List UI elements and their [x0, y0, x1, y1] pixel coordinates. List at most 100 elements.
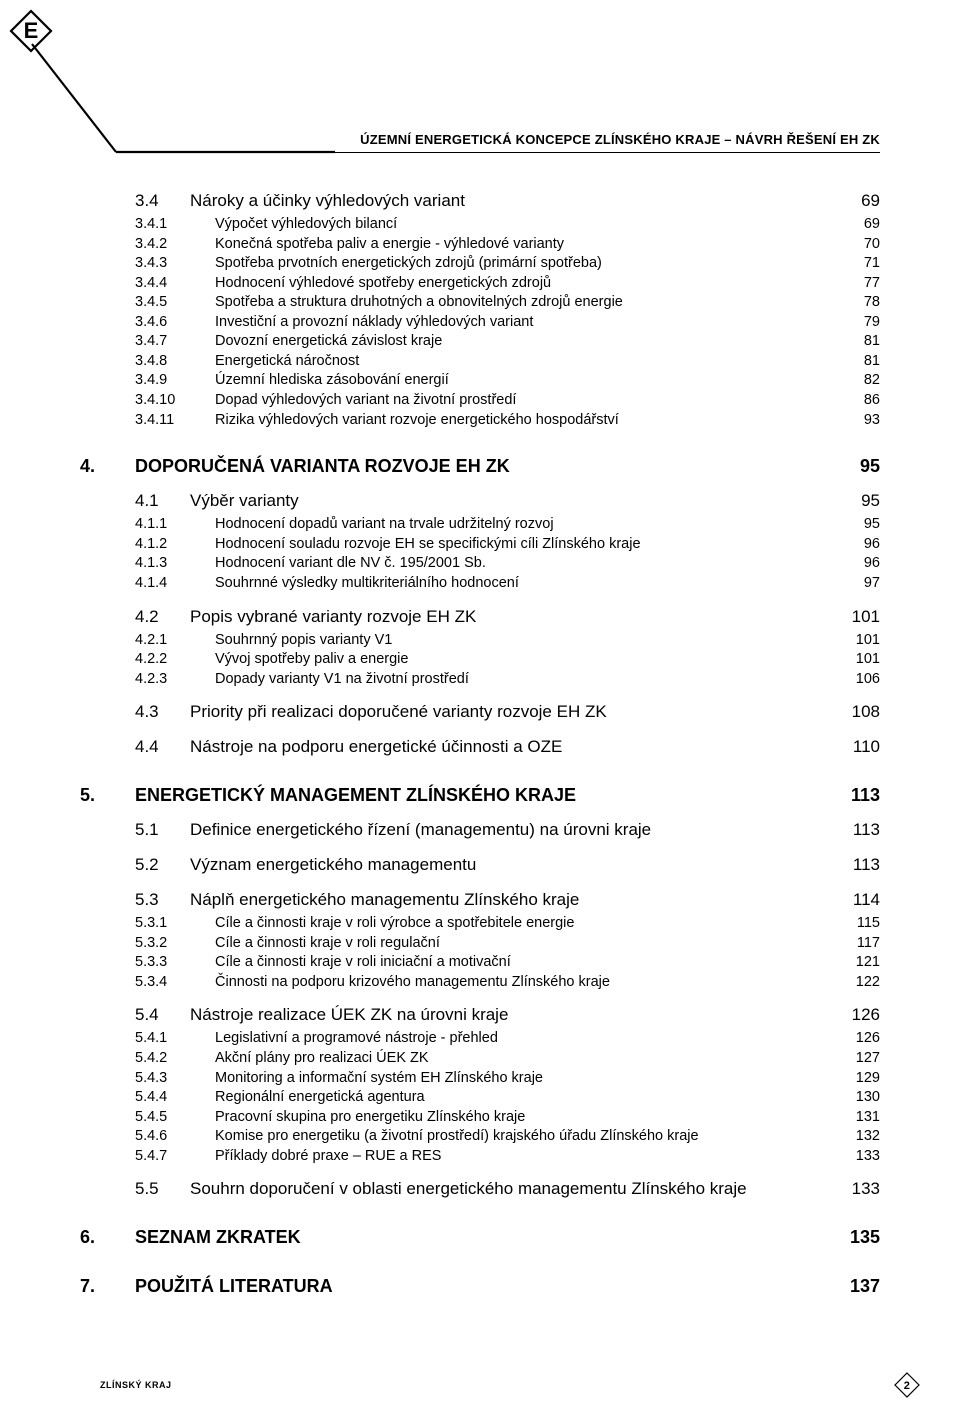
toc-title: SEZNAM ZKRATEK [135, 1225, 835, 1249]
toc-page: 69 [835, 215, 880, 235]
toc-number: 3.4.9 [135, 371, 215, 391]
toc-title: Vývoj spotřeby paliv a energie [215, 650, 835, 670]
toc-number: 5.3.1 [135, 914, 215, 934]
toc-title: Legislativní a programové nástroje - pře… [215, 1029, 835, 1049]
toc-title: Monitoring a informační systém EH Zlínsk… [215, 1069, 835, 1089]
toc-title: Investiční a provozní náklady výhledovýc… [215, 313, 835, 333]
toc-number: 5.2 [135, 854, 190, 877]
toc-number: 5.1 [135, 819, 190, 842]
toc-number: 3.4.1 [135, 215, 215, 235]
toc-number: 4.3 [135, 701, 190, 724]
toc-entry: 4.DOPORUČENÁ VARIANTA ROZVOJE EH ZK95 [80, 454, 880, 478]
toc-title: Hodnocení souladu rozvoje EH se specific… [215, 535, 835, 555]
toc-entry: 3.4.3Spotřeba prvotních energetických zd… [135, 254, 880, 274]
toc-entry: 3.4.2Konečná spotřeba paliv a energie - … [135, 235, 880, 255]
toc-entry: 4.4Nástroje na podporu energetické účinn… [135, 736, 880, 759]
toc-page: 70 [835, 235, 880, 255]
page-footer: ZLÍNSKÝ KRAJ 2 [100, 1372, 920, 1398]
toc-entry: 4.2Popis vybrané varianty rozvoje EH ZK1… [135, 606, 880, 629]
toc-number: 6. [80, 1225, 135, 1249]
toc-page: 137 [835, 1274, 880, 1298]
toc-title: Akční plány pro realizaci ÚEK ZK [215, 1049, 835, 1069]
toc-title: Činnosti na podporu krizového management… [215, 973, 835, 993]
toc-number: 5.3.4 [135, 973, 215, 993]
toc-page: 117 [835, 934, 880, 954]
toc-title: Význam energetického managementu [190, 854, 835, 877]
toc-entry: 5.3.2Cíle a činnosti kraje v roli regula… [135, 934, 880, 954]
toc-page: 126 [835, 1004, 880, 1027]
table-of-contents: 3.4Nároky a účinky výhledových variant69… [80, 0, 880, 1298]
footer-page-diamond: 2 [894, 1372, 920, 1398]
footer-left: ZLÍNSKÝ KRAJ [100, 1380, 172, 1390]
toc-entry: 3.4Nároky a účinky výhledových variant69 [135, 190, 880, 213]
toc-entry: 4.1.2Hodnocení souladu rozvoje EH se spe… [135, 535, 880, 555]
toc-title: Spotřeba a struktura druhotných a obnovi… [215, 293, 835, 313]
toc-number: 5.3.3 [135, 953, 215, 973]
toc-entry: 5.4.7Příklady dobré praxe – RUE a RES133 [135, 1147, 880, 1167]
toc-entry: 4.2.1Souhrnný popis varianty V1101 [135, 631, 880, 651]
toc-title: Popis vybrané varianty rozvoje EH ZK [190, 606, 835, 629]
toc-title: Cíle a činnosti kraje v roli regulační [215, 934, 835, 954]
toc-page: 95 [835, 490, 880, 513]
toc-number: 3.4.11 [135, 411, 215, 431]
toc-number: 5.4.3 [135, 1069, 215, 1089]
toc-entry: 3.4.6Investiční a provozní náklady výhle… [135, 313, 880, 333]
toc-number: 5.4.7 [135, 1147, 215, 1167]
toc-page: 108 [835, 701, 880, 724]
toc-title: Rizika výhledových variant rozvoje energ… [215, 411, 835, 431]
toc-title: Nároky a účinky výhledových variant [190, 190, 835, 213]
toc-title: Energetická náročnost [215, 352, 835, 372]
toc-title: Dopady varianty V1 na životní prostředí [215, 670, 835, 690]
toc-title: Spotřeba prvotních energetických zdrojů … [215, 254, 835, 274]
toc-title: Souhrnné výsledky multikriteriálního hod… [215, 574, 835, 594]
toc-number: 5.3 [135, 889, 190, 912]
toc-page: 77 [835, 274, 880, 294]
toc-entry: 3.4.5Spotřeba a struktura druhotných a o… [135, 293, 880, 313]
toc-entry: 4.1Výběr varianty95 [135, 490, 880, 513]
toc-page: 113 [835, 783, 880, 807]
toc-entry: 5.4.3Monitoring a informační systém EH Z… [135, 1069, 880, 1089]
header-title: ÚZEMNÍ ENERGETICKÁ KONCEPCE ZLÍNSKÉHO KR… [360, 132, 880, 147]
toc-number: 5.4 [135, 1004, 190, 1027]
toc-title: Náplň energetického managementu Zlínskéh… [190, 889, 835, 912]
toc-page: 131 [835, 1108, 880, 1128]
toc-number: 3.4.2 [135, 235, 215, 255]
toc-page: 106 [835, 670, 880, 690]
toc-title: Dovozní energetická závislost kraje [215, 332, 835, 352]
header-logo: E [8, 8, 54, 59]
toc-page: 81 [835, 352, 880, 372]
toc-entry: 5.3Náplň energetického managementu Zlíns… [135, 889, 880, 912]
toc-number: 5.3.2 [135, 934, 215, 954]
toc-entry: 3.4.11Rizika výhledových variant rozvoje… [135, 411, 880, 431]
toc-title: Dopad výhledových variant na životní pro… [215, 391, 835, 411]
toc-number: 5.4.6 [135, 1127, 215, 1147]
toc-number: 3.4.7 [135, 332, 215, 352]
toc-title: DOPORUČENÁ VARIANTA ROZVOJE EH ZK [135, 454, 835, 478]
toc-page: 122 [835, 973, 880, 993]
toc-number: 4.2.3 [135, 670, 215, 690]
toc-entry: 5.4.4Regionální energetická agentura130 [135, 1088, 880, 1108]
toc-entry: 4.1.4Souhrnné výsledky multikriteriálníh… [135, 574, 880, 594]
toc-number: 5. [80, 783, 135, 807]
toc-number: 7. [80, 1274, 135, 1298]
toc-entry: 4.3Priority při realizaci doporučené var… [135, 701, 880, 724]
toc-number: 5.4.5 [135, 1108, 215, 1128]
toc-entry: 3.4.4Hodnocení výhledové spotřeby energe… [135, 274, 880, 294]
toc-title: Příklady dobré praxe – RUE a RES [215, 1147, 835, 1167]
toc-number: 5.5 [135, 1178, 190, 1201]
toc-page: 101 [835, 650, 880, 670]
toc-title: Konečná spotřeba paliv a energie - výhle… [215, 235, 835, 255]
toc-title: Výběr varianty [190, 490, 835, 513]
toc-number: 4.1 [135, 490, 190, 513]
toc-title: POUŽITÁ LITERATURA [135, 1274, 835, 1298]
toc-entry: 3.4.9Územní hlediska zásobování energií8… [135, 371, 880, 391]
toc-entry: 3.4.8Energetická náročnost81 [135, 352, 880, 372]
toc-title: Definice energetického řízení (managemen… [190, 819, 835, 842]
toc-entry: 5.1Definice energetického řízení (manage… [135, 819, 880, 842]
toc-page: 127 [835, 1049, 880, 1069]
toc-number: 4.1.2 [135, 535, 215, 555]
toc-page: 95 [835, 454, 880, 478]
toc-entry: 3.4.7Dovozní energetická závislost kraje… [135, 332, 880, 352]
toc-title: Nástroje realizace ÚEK ZK na úrovni kraj… [190, 1004, 835, 1027]
toc-page: 97 [835, 574, 880, 594]
